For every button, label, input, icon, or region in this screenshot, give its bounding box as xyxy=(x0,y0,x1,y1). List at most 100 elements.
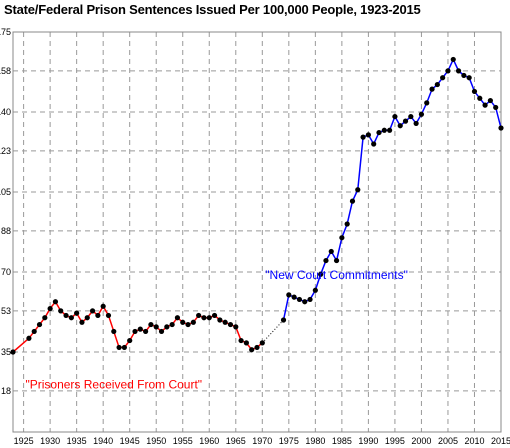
data-point xyxy=(355,187,361,193)
data-point xyxy=(307,296,313,303)
data-point xyxy=(291,294,297,300)
data-point xyxy=(487,97,493,104)
data-point xyxy=(259,340,265,346)
data-point xyxy=(190,319,196,325)
data-point xyxy=(280,317,287,323)
data-point xyxy=(339,235,345,241)
x-axis-tick-labels: 1925 1930 1935 1940 1945 1950 1955 1960 1965 1970… xyxy=(14,436,510,446)
y-tick-label: 175 xyxy=(0,27,11,37)
data-point xyxy=(111,328,117,335)
data-point xyxy=(158,328,165,335)
data-point xyxy=(376,129,382,136)
data-point xyxy=(238,337,244,344)
data-point xyxy=(328,248,334,255)
data-point xyxy=(217,317,223,323)
data-point xyxy=(227,321,234,328)
gridlines xyxy=(13,31,502,432)
data-point xyxy=(445,68,451,74)
series-annotation: "Prisoners Received From Court" xyxy=(25,378,202,392)
data-point xyxy=(116,344,122,351)
data-point xyxy=(493,104,499,111)
series-connector-line xyxy=(261,319,284,344)
series-annotation: "New Court Commitments" xyxy=(265,268,408,282)
data-point xyxy=(365,132,371,138)
x-tick-label: 1975 xyxy=(279,436,299,446)
data-point xyxy=(387,127,393,133)
data-point xyxy=(79,319,85,325)
data-point xyxy=(121,344,127,351)
data-point xyxy=(211,312,218,319)
data-point xyxy=(68,315,74,321)
data-point xyxy=(10,349,16,355)
x-tick-label: 2015 xyxy=(491,436,510,446)
x-tick-label: 1985 xyxy=(332,436,352,446)
data-point xyxy=(89,308,96,314)
data-point xyxy=(31,328,37,335)
series-line xyxy=(12,300,263,353)
data-point xyxy=(42,315,48,321)
x-tick-label: 1925 xyxy=(14,436,34,446)
data-point xyxy=(392,113,398,120)
data-point xyxy=(206,315,212,321)
data-point xyxy=(413,120,419,127)
x-tick-label: 1960 xyxy=(199,436,219,446)
y-axis-tick-labels: 18 35 53 70 88 105 123 140 158 175 xyxy=(0,27,11,396)
data-point xyxy=(243,340,249,346)
x-tick-label: 2000 xyxy=(411,436,431,446)
data-point xyxy=(174,315,181,321)
data-point xyxy=(397,123,403,129)
data-point xyxy=(408,113,414,120)
data-series xyxy=(10,56,504,355)
y-tick-label: 158 xyxy=(0,66,11,76)
data-point xyxy=(169,321,175,328)
data-point xyxy=(95,312,101,319)
x-tick-label: 1995 xyxy=(385,436,405,446)
data-point xyxy=(455,68,462,74)
data-point xyxy=(434,81,440,88)
y-tick-label: 88 xyxy=(1,226,11,236)
data-point xyxy=(360,134,366,140)
x-tick-label: 1935 xyxy=(67,436,87,446)
data-point xyxy=(371,141,377,147)
data-point xyxy=(440,75,446,81)
data-point xyxy=(52,299,59,305)
data-point xyxy=(461,72,467,79)
y-tick-label: 35 xyxy=(1,347,11,357)
x-tick-label: 1970 xyxy=(252,436,272,446)
data-point xyxy=(318,271,324,277)
x-tick-label: 1965 xyxy=(226,436,246,446)
y-tick-label: 18 xyxy=(1,386,11,396)
data-point xyxy=(424,100,430,106)
x-tick-label: 1955 xyxy=(173,436,193,446)
data-point xyxy=(498,125,504,131)
data-point xyxy=(185,321,191,328)
data-point xyxy=(344,221,350,227)
data-point xyxy=(249,347,255,353)
x-tick-label: 1950 xyxy=(146,436,166,446)
x-tick-label: 2005 xyxy=(438,436,458,446)
data-point xyxy=(471,88,478,95)
data-point xyxy=(63,312,69,319)
data-point xyxy=(137,326,143,332)
data-point xyxy=(381,127,387,133)
x-tick-label: 1930 xyxy=(40,436,60,446)
y-tick-label: 140 xyxy=(0,107,11,117)
data-point xyxy=(201,315,207,321)
data-point xyxy=(143,328,149,335)
data-point xyxy=(402,118,409,124)
data-point xyxy=(148,321,154,328)
data-point xyxy=(36,321,43,328)
data-point xyxy=(84,315,90,321)
data-point xyxy=(47,305,53,312)
annotations: "Prisoners Received From Court" "New Cour… xyxy=(25,268,407,392)
series-1 xyxy=(280,56,504,323)
data-point xyxy=(132,328,138,335)
data-point xyxy=(349,198,356,204)
data-point xyxy=(180,319,186,325)
data-point xyxy=(58,308,64,314)
chart-title: State/Federal Prison Sentences Issued Pe… xyxy=(4,2,421,17)
data-point xyxy=(286,292,292,298)
data-point xyxy=(74,310,80,316)
data-point xyxy=(100,303,106,309)
data-point xyxy=(466,75,472,81)
